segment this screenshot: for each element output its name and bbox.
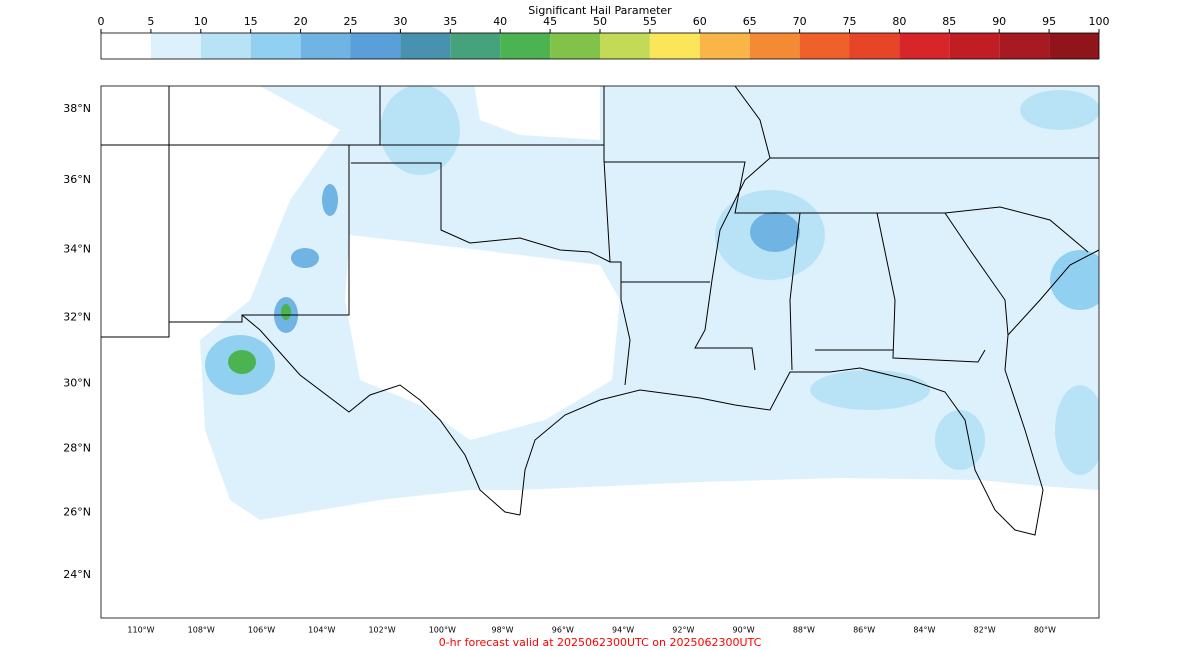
colorbar-bin [1049,33,1099,59]
map-axes: 38°N 36°N 34°N 32°N 30°N 28°N 26°N 24°N 110°W 108… [63,102,1056,635]
hail-field [101,86,1099,520]
shade [281,304,291,320]
shade [935,410,985,470]
colorbar-tick-label: 55 [643,15,657,28]
border [876,212,986,363]
colorbar-bin [849,33,900,59]
shade [810,370,930,410]
colorbar-bin [600,33,650,59]
lat-label: 30°N [63,377,91,390]
lat-label: 28°N [63,442,91,455]
shade [291,248,319,268]
colorbar-tick-label: 5 [147,15,154,28]
colorbar-tick-label: 65 [743,15,757,28]
border [944,212,1009,336]
lat-label: 36°N [63,173,91,186]
lon-label: 100°W [429,626,456,635]
colorbar-tick-label: 30 [393,15,407,28]
border [603,86,611,263]
colorbar-bin [550,33,600,59]
colorbar-tick-label: 40 [493,15,507,28]
shade [750,212,800,252]
lat-label: 26°N [63,505,91,518]
shade-light [200,86,1099,520]
shade [1020,90,1099,130]
colorbar-tick-label: 45 [543,15,557,28]
lon-label: 80°W [1034,626,1056,635]
colorbar-tick-label: 90 [992,15,1006,28]
border [101,86,170,338]
colorbar-tick-label: 95 [1042,15,1056,28]
colorbar-bin [999,33,1050,59]
shade-none [101,86,290,340]
border [694,86,771,371]
lon-label: 92°W [672,626,694,635]
shade-none [474,86,600,140]
lat-label: 34°N [63,243,91,256]
colorbar-tick-label: 70 [793,15,807,28]
lon-label: 110°W [127,626,154,635]
lon-label: 82°W [974,626,996,635]
colorbar-tick-label: 75 [843,15,857,28]
lon-label: 88°W [793,626,815,635]
colorbar-tick-label: 20 [294,15,308,28]
colorbar-tick-label: 100 [1089,15,1110,28]
footer: 0-hr forecast valid at 2025062300UTC on … [439,636,762,649]
shade [380,86,460,175]
colorbar-tick-label: 80 [892,15,906,28]
border [351,162,631,386]
colorbar-title: Significant Hail Parameter [528,4,672,17]
lon-label: 104°W [308,626,335,635]
shade [1050,250,1099,310]
border [241,314,521,516]
colorbar-bin [749,33,800,59]
colorbar-bin [949,33,1000,59]
colorbar-tick-label: 50 [593,15,607,28]
colorbar-bin [699,33,750,59]
colorbar-tick-label: 85 [942,15,956,28]
colorbar-bin [899,33,950,59]
colorbar-bin [350,33,401,59]
lon-label: 90°W [733,626,755,635]
colorbar-tick-label: 25 [344,15,358,28]
border [789,212,801,371]
lon-label: 106°W [248,626,275,635]
lon-label: 86°W [853,626,875,635]
colorbar-bin [500,33,551,59]
lon-label: 96°W [552,626,574,635]
colorbar-bin [450,33,501,59]
lon-label: 102°W [368,626,395,635]
lon-label: 108°W [188,626,215,635]
colorbar-bin [400,33,451,59]
colorbar-tick-label: 35 [443,15,457,28]
lon-label: 98°W [492,626,514,635]
colorbar-bin [300,33,351,59]
colorbar: 0 5 10 15 20 25 30 35 40 45 50 55 60 65 70 75 80 85 90 95 10… [98,15,1110,60]
lon-label: 84°W [913,626,935,635]
colorbar-bin [799,33,850,59]
colorbar-bin [649,33,700,59]
colorbar-bin [200,33,251,59]
colorbar-tick-label: 10 [194,15,208,28]
colorbar-tick-label: 60 [693,15,707,28]
shade [322,184,338,216]
map-frame [100,85,1100,619]
borders [101,86,1099,536]
shade [1055,385,1099,475]
colorbar-bin [250,33,301,59]
colorbar-tick-label: 0 [98,15,105,28]
colorbar-bin [150,33,201,59]
shade-none [345,235,620,440]
shade [228,350,256,374]
lat-label: 38°N [63,102,91,115]
colorbar-bin [101,33,151,59]
lat-label: 24°N [63,568,91,581]
coastline [519,249,1099,536]
lat-label: 32°N [63,310,91,323]
colorbar-tick-label: 15 [244,15,258,28]
lon-label: 94°W [612,626,634,635]
map: 38°N 36°N 34°N 32°N 30°N 28°N 26°N 24°N 110°W 108… [63,85,1100,635]
